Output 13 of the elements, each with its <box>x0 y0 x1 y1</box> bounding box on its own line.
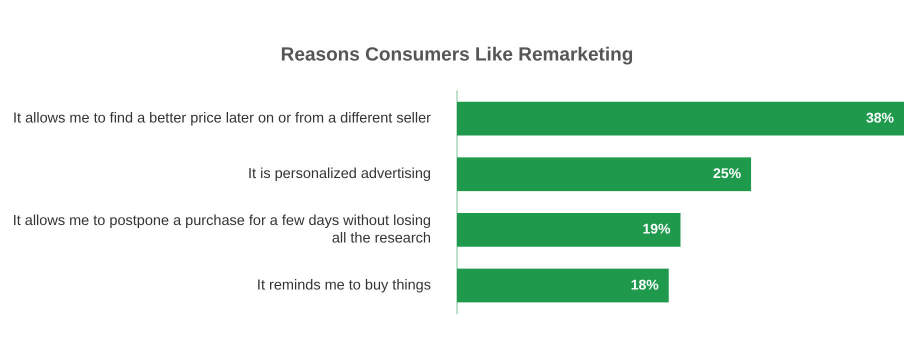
y-tick-label: It reminds me to buy things <box>256 277 431 294</box>
bar <box>457 102 904 136</box>
y-tick-label: It allows me to postpone a purchase for a few days without losing all the research <box>12 213 431 247</box>
data-label: 25% <box>713 165 742 182</box>
y-tick-label: It is personalized advertising <box>248 166 431 182</box>
data-label: 18% <box>630 276 660 292</box>
y-tick-label: It allows me to find a better price later on or from a different seller <box>12 110 432 127</box>
bar <box>457 268 669 302</box>
data-label: 38% <box>866 109 895 126</box>
bar <box>457 157 752 192</box>
data-label: 19% <box>642 220 672 237</box>
chart-title: Reasons Consumers Like Remarketing <box>280 44 634 66</box>
bar <box>457 212 680 247</box>
